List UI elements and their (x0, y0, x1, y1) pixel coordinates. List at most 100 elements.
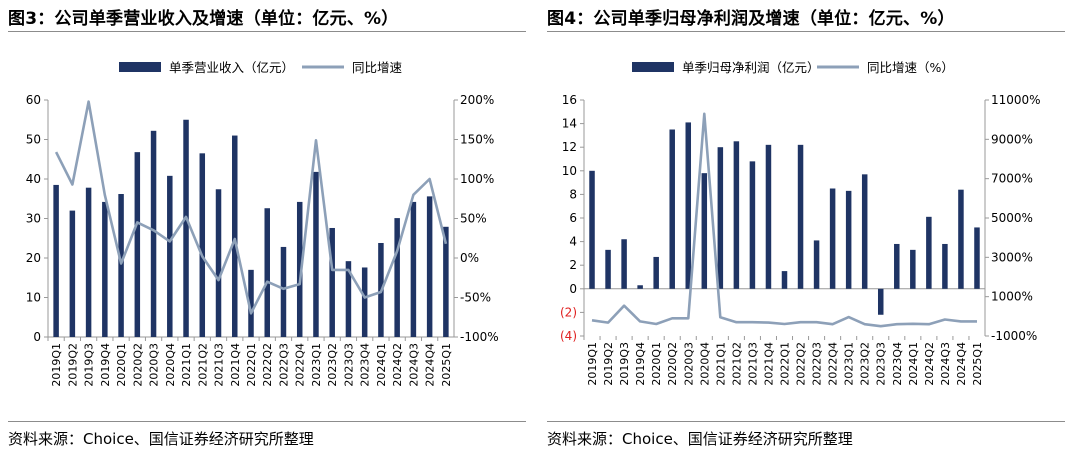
legend-bar-swatch (119, 62, 161, 72)
x-tick-label: 2020Q2 (131, 343, 144, 387)
x-tick-label: 2022Q3 (277, 343, 290, 387)
bar (621, 239, 627, 289)
bar (329, 227, 335, 337)
bar (426, 196, 433, 337)
y-left-tick-label: 2 (569, 258, 577, 272)
x-tick-label: 2022Q2 (261, 343, 274, 387)
legend-bar-label: 单季营业收入（亿元） (169, 60, 294, 75)
y-left-tick-label: 0 (569, 282, 577, 296)
x-tick-label: 2023Q4 (359, 343, 372, 387)
x-tick-label: 2019Q4 (634, 342, 647, 386)
bar (958, 189, 964, 289)
bar (637, 285, 643, 289)
y-right-tick-label: 50% (460, 212, 487, 226)
figure-title: 图3：公司单季营业收入及增速（单位：亿元、%） (8, 9, 399, 29)
legend-bar-swatch (632, 62, 674, 72)
bar (845, 190, 852, 289)
y-left-tick-label: 14 (562, 117, 577, 131)
x-tick-label: 2019Q1 (586, 342, 599, 386)
bar (701, 173, 708, 289)
title-divider (8, 31, 526, 32)
x-tick-label: 2021Q4 (762, 342, 775, 386)
y-right-tick-label: -100% (460, 330, 499, 344)
bar (861, 174, 868, 289)
bar (877, 288, 884, 315)
x-tick-label: 2021Q3 (746, 342, 759, 386)
y-left-tick-label: 6 (569, 211, 577, 225)
x-tick-label: 2019Q3 (83, 343, 96, 387)
bar (167, 175, 173, 337)
bar (199, 153, 206, 337)
x-tick-label: 2024Q1 (907, 342, 920, 386)
y-left-tick-label: 16 (562, 93, 577, 107)
bar (394, 218, 400, 337)
y-left-tick-label: 8 (569, 187, 577, 201)
bar (974, 227, 980, 289)
bar (85, 187, 92, 337)
x-tick-label: 2019Q4 (99, 343, 112, 387)
bar (717, 147, 724, 289)
x-tick-label: 2023Q1 (843, 342, 856, 386)
source-note: 资料来源：Choice、国信证券经济研究所整理 (8, 430, 314, 448)
x-tick-label: 2022Q4 (827, 342, 840, 386)
bar (345, 261, 352, 337)
y-left-tick-label: (2) (560, 305, 577, 319)
y-right-tick-label: 0% (460, 251, 479, 265)
x-tick-label: 2020Q1 (650, 342, 663, 386)
bar (134, 152, 141, 337)
net-profit-chart: 单季归母净利润（亿元） 同比增速（%） (4) (2) 0 2 4 6 8 10 12 14 16 -10… (560, 60, 1041, 386)
growth-line (591, 112, 977, 328)
x-tick-label: 2024Q1 (375, 343, 388, 387)
x-tick-label: 2023Q2 (326, 343, 339, 387)
source-note: 资料来源：Choice、国信证券经济研究所整理 (547, 430, 853, 448)
x-tick-label: 2025Q1 (440, 343, 453, 387)
bar (53, 184, 59, 337)
bar (653, 256, 659, 289)
x-tick-label: 2023Q1 (310, 343, 323, 387)
x-tick-label: 2021Q3 (213, 343, 226, 387)
bar (69, 210, 76, 337)
x-tick-label: 2020Q2 (666, 342, 679, 386)
x-tick-label: 2023Q2 (859, 342, 872, 386)
bar (829, 188, 836, 289)
y-left-tick-label: 0 (33, 330, 41, 344)
legend: 单季营业收入（亿元） 同比增速 (119, 60, 403, 75)
x-tick-label: 2022Q1 (245, 343, 258, 387)
x-tick-label: 2020Q3 (148, 343, 161, 387)
x-tick-label: 2023Q4 (891, 342, 904, 386)
bar (215, 189, 222, 337)
bar (813, 240, 820, 289)
bar (942, 243, 948, 289)
x-tick-label: 2019Q3 (618, 342, 631, 386)
x-tick-label: 2019Q2 (66, 343, 79, 387)
x-tick-label: 2023Q3 (875, 342, 888, 386)
bar (150, 130, 157, 337)
x-tick-label: 2022Q4 (294, 343, 307, 387)
x-tick-label: 2024Q4 (424, 343, 437, 387)
y-left-tick-label: 40 (26, 172, 41, 186)
y-left-tick-label: 12 (562, 140, 577, 154)
bar (313, 171, 319, 337)
x-tick-label: 2020Q4 (164, 343, 177, 387)
bar (183, 119, 189, 337)
bar (118, 194, 124, 337)
x-tick-label: 2024Q4 (955, 342, 968, 386)
bar (248, 269, 254, 337)
y-right-tick-label: -1000% (991, 329, 1037, 343)
x-tick-label: 2021Q4 (229, 343, 242, 387)
y-right-tick-label: 150% (460, 133, 494, 147)
bar (797, 144, 804, 289)
x-tick-label: 2023Q3 (342, 343, 355, 387)
legend-bar-label: 单季归母净利润（亿元） (682, 60, 820, 75)
source-divider (547, 421, 1065, 422)
y-right-tick-label: 200% (460, 93, 494, 107)
x-tick-label: 2019Q2 (602, 342, 615, 386)
y-left-tick-label: (4) (560, 329, 577, 343)
y-left-tick-label: 10 (562, 164, 577, 178)
y-right-tick-label: 7000% (991, 172, 1033, 186)
x-tick-label: 2024Q2 (391, 343, 404, 387)
bar (749, 161, 756, 289)
bar (280, 246, 287, 337)
bar (910, 249, 916, 289)
bar (361, 267, 368, 337)
